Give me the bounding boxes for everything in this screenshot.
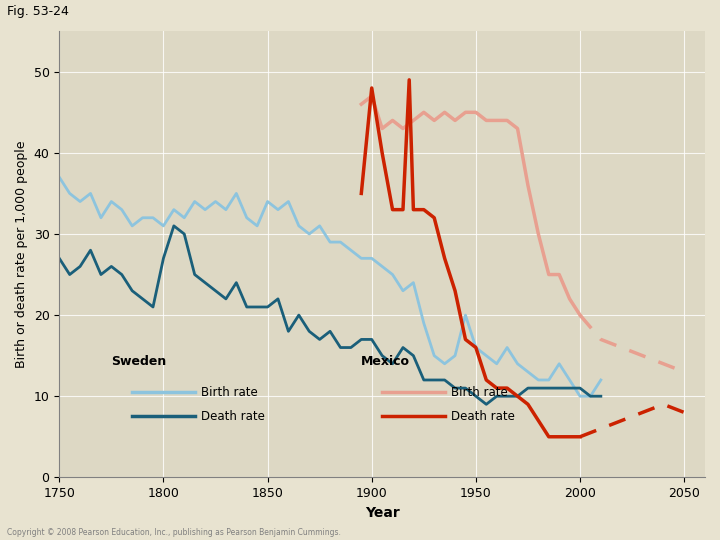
Text: Birth rate: Birth rate xyxy=(451,386,508,399)
Y-axis label: Birth or death rate per 1,000 people: Birth or death rate per 1,000 people xyxy=(15,140,28,368)
Text: Birth rate: Birth rate xyxy=(201,386,258,399)
Text: Sweden: Sweden xyxy=(112,355,166,368)
Text: Death rate: Death rate xyxy=(451,410,515,423)
X-axis label: Year: Year xyxy=(365,505,400,519)
Text: Death rate: Death rate xyxy=(201,410,265,423)
Text: Fig. 53-24: Fig. 53-24 xyxy=(7,5,69,18)
Text: Copyright © 2008 Pearson Education, Inc., publishing as Pearson Benjamin Cumming: Copyright © 2008 Pearson Education, Inc.… xyxy=(7,528,341,537)
Text: Mexico: Mexico xyxy=(361,355,410,368)
